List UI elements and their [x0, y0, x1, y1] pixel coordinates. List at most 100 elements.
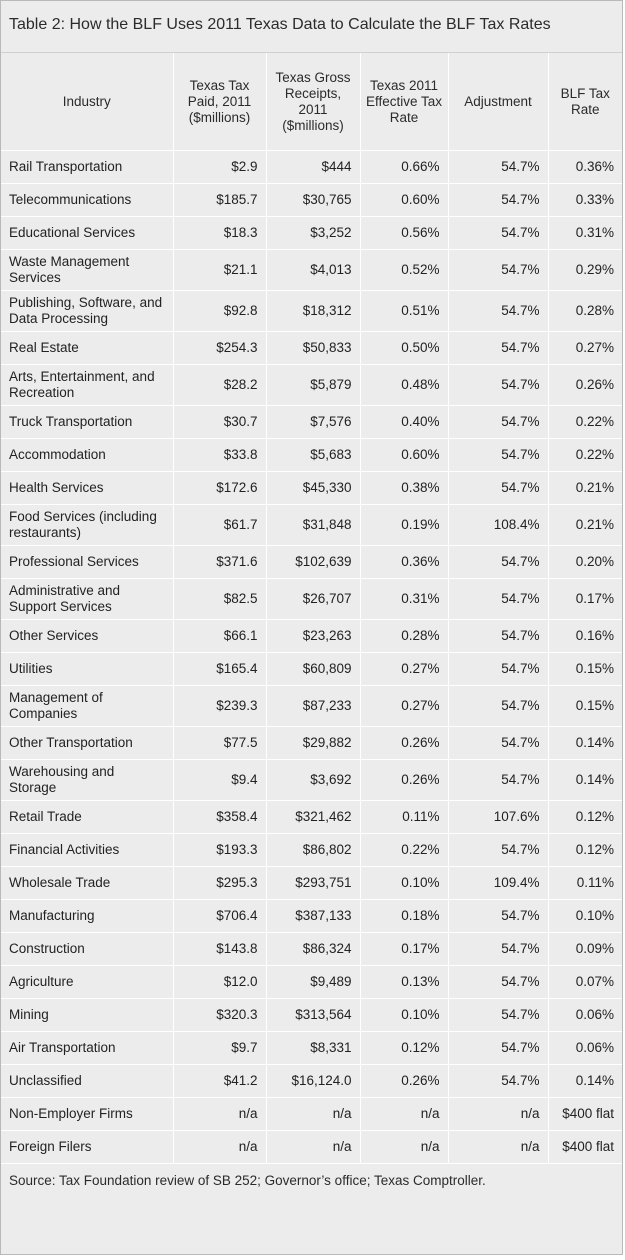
cell-blf-rate: 0.11%: [548, 866, 622, 900]
cell-adjustment: 54.7%: [448, 364, 549, 406]
cell-effective-rate: 0.66%: [360, 150, 449, 184]
cell-blf-rate: 0.22%: [548, 405, 622, 439]
cell-adjustment: 54.7%: [448, 438, 549, 472]
cell-gross-receipts: $387,133: [266, 899, 361, 933]
table-row: Other Transportation $77.5 $29,882 0.26% 54.…: [1, 726, 622, 760]
header-gross-receipts: Texas Gross Receipts, 2011 ($millions): [266, 53, 361, 151]
table-row: Warehousing and Storage $9.4 $3,692 0.26% 54…: [1, 759, 622, 801]
cell-industry: Foreign Filers: [1, 1130, 174, 1164]
cell-tax-paid: $33.8: [173, 438, 267, 472]
cell-gross-receipts: $102,639: [266, 545, 361, 579]
cell-industry: Other Services: [1, 619, 174, 653]
table-row: Truck Transportation $30.7 $7,576 0.40% 54.7…: [1, 405, 622, 439]
cell-effective-rate: 0.10%: [360, 866, 449, 900]
cell-gross-receipts: $50,833: [266, 331, 361, 365]
table-row: Arts, Entertainment, and Recreation $28.2…: [1, 364, 622, 406]
cell-tax-paid: $66.1: [173, 619, 267, 653]
cell-adjustment: 54.7%: [448, 545, 549, 579]
cell-gross-receipts: $87,233: [266, 685, 361, 727]
cell-gross-receipts: $86,802: [266, 833, 361, 867]
cell-gross-receipts: $313,564: [266, 998, 361, 1032]
cell-tax-paid: $30.7: [173, 405, 267, 439]
cell-industry: Management of Companies: [1, 685, 174, 727]
cell-adjustment: 54.7%: [448, 290, 549, 332]
cell-industry: Arts, Entertainment, and Recreation: [1, 364, 174, 406]
cell-effective-rate: 0.11%: [360, 800, 449, 834]
cell-gross-receipts: $444: [266, 150, 361, 184]
header-tax-paid: Texas Tax Paid, 2011 ($millions): [173, 53, 267, 151]
table-body: Rail Transportation $2.9 $444 0.66% 54.7% 0.3…: [1, 150, 622, 1164]
cell-effective-rate: 0.40%: [360, 405, 449, 439]
cell-blf-rate: 0.15%: [548, 685, 622, 727]
table-row: Accommodation $33.8 $5,683 0.60% 54.7% 0.22%: [1, 438, 622, 472]
cell-adjustment: 54.7%: [448, 471, 549, 505]
cell-tax-paid: $172.6: [173, 471, 267, 505]
cell-tax-paid: $371.6: [173, 545, 267, 579]
cell-industry: Accommodation: [1, 438, 174, 472]
cell-adjustment: 109.4%: [448, 866, 549, 900]
cell-effective-rate: 0.22%: [360, 833, 449, 867]
blf-tax-rate-table: Industry Texas Tax Paid, 2011 ($millions…: [1, 53, 622, 1164]
cell-effective-rate: 0.10%: [360, 998, 449, 1032]
cell-gross-receipts: $29,882: [266, 726, 361, 760]
cell-industry: Professional Services: [1, 545, 174, 579]
cell-tax-paid: $295.3: [173, 866, 267, 900]
table-title: Table 2: How the BLF Uses 2011 Texas Dat…: [1, 1, 622, 53]
cell-adjustment: 107.6%: [448, 800, 549, 834]
cell-blf-rate: 0.29%: [548, 249, 622, 291]
table-row: Publishing, Software, and Data Processin…: [1, 290, 622, 332]
cell-tax-paid: $21.1: [173, 249, 267, 291]
cell-effective-rate: 0.17%: [360, 932, 449, 966]
cell-gross-receipts: $3,252: [266, 216, 361, 250]
cell-gross-receipts: $293,751: [266, 866, 361, 900]
cell-blf-rate: 0.14%: [548, 1064, 622, 1098]
cell-gross-receipts: $321,462: [266, 800, 361, 834]
cell-blf-rate: 0.22%: [548, 438, 622, 472]
cell-blf-rate: 0.07%: [548, 965, 622, 999]
cell-industry: Manufacturing: [1, 899, 174, 933]
cell-effective-rate: 0.60%: [360, 438, 449, 472]
cell-effective-rate: 0.26%: [360, 759, 449, 801]
table-row: Financial Activities $193.3 $86,802 0.22% 54…: [1, 833, 622, 867]
cell-blf-rate: 0.27%: [548, 331, 622, 365]
cell-industry: Administrative and Support Services: [1, 578, 174, 620]
cell-adjustment: 54.7%: [448, 759, 549, 801]
cell-effective-rate: 0.18%: [360, 899, 449, 933]
cell-adjustment: 54.7%: [448, 652, 549, 686]
cell-effective-rate: 0.27%: [360, 685, 449, 727]
cell-industry: Educational Services: [1, 216, 174, 250]
cell-adjustment: n/a: [448, 1130, 549, 1164]
cell-effective-rate: 0.28%: [360, 619, 449, 653]
cell-gross-receipts: $26,707: [266, 578, 361, 620]
table-row: Wholesale Trade $295.3 $293,751 0.10% 109.4%…: [1, 866, 622, 900]
cell-blf-rate: 0.10%: [548, 899, 622, 933]
cell-blf-rate: 0.09%: [548, 932, 622, 966]
cell-blf-rate: 0.28%: [548, 290, 622, 332]
cell-effective-rate: 0.56%: [360, 216, 449, 250]
cell-adjustment: 54.7%: [448, 150, 549, 184]
cell-effective-rate: 0.26%: [360, 1064, 449, 1098]
cell-effective-rate: n/a: [360, 1097, 449, 1131]
cell-blf-rate: 0.21%: [548, 504, 622, 546]
cell-adjustment: n/a: [448, 1097, 549, 1131]
cell-adjustment: 54.7%: [448, 1031, 549, 1065]
cell-gross-receipts: $5,879: [266, 364, 361, 406]
cell-effective-rate: 0.31%: [360, 578, 449, 620]
cell-gross-receipts: n/a: [266, 1097, 361, 1131]
cell-gross-receipts: $9,489: [266, 965, 361, 999]
cell-tax-paid: $165.4: [173, 652, 267, 686]
cell-effective-rate: 0.26%: [360, 726, 449, 760]
cell-effective-rate: 0.50%: [360, 331, 449, 365]
table-row: Manufacturing $706.4 $387,133 0.18% 54.7% 0.1…: [1, 899, 622, 933]
table-row: Educational Services $18.3 $3,252 0.56% 54.7…: [1, 216, 622, 250]
cell-gross-receipts: $23,263: [266, 619, 361, 653]
cell-adjustment: 54.7%: [448, 685, 549, 727]
cell-tax-paid: $61.7: [173, 504, 267, 546]
cell-adjustment: 108.4%: [448, 504, 549, 546]
cell-gross-receipts: n/a: [266, 1130, 361, 1164]
table-row: Other Services $66.1 $23,263 0.28% 54.7% 0.16…: [1, 619, 622, 653]
cell-gross-receipts: $60,809: [266, 652, 361, 686]
cell-effective-rate: 0.60%: [360, 183, 449, 217]
cell-gross-receipts: $86,324: [266, 932, 361, 966]
cell-tax-paid: $9.4: [173, 759, 267, 801]
